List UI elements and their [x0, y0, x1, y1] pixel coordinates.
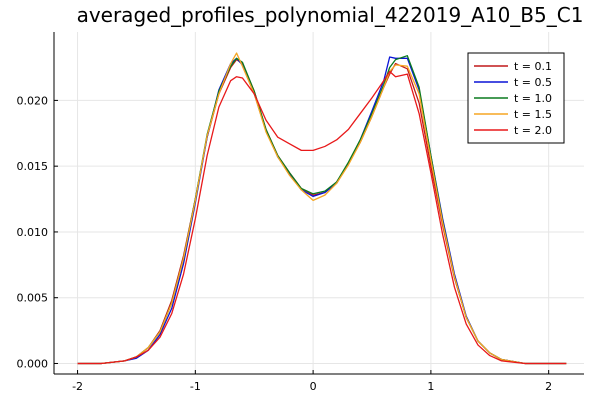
- x-tick-label: -2: [72, 380, 83, 393]
- y-tick-label: 0.015: [17, 160, 49, 173]
- legend-label: t = 1.5: [514, 108, 552, 121]
- series-lines: [77, 52, 567, 365]
- series-line-5: [77, 70, 567, 365]
- legend-label: t = 0.5: [514, 76, 552, 89]
- legend-label: t = 0.1: [514, 60, 552, 73]
- y-tick-label: 0.020: [17, 94, 49, 107]
- x-tick-label: 2: [545, 380, 552, 393]
- y-tick-label: 0.010: [17, 226, 49, 239]
- chart-title: averaged_profiles_polynomial_422019_A10_…: [77, 3, 584, 27]
- legend-label: t = 2.0: [514, 124, 552, 137]
- series-line-4: [77, 52, 567, 365]
- x-tick-label: 1: [427, 380, 434, 393]
- legend-label: t = 1.0: [514, 92, 552, 105]
- y-tick-label: 0.005: [17, 292, 49, 305]
- y-tick-label: 0.000: [17, 357, 49, 370]
- axes: -2 -1 0 1 2 0.000 0.005 0.010 0.015 0.020: [17, 32, 584, 393]
- x-tick-label: 0: [310, 380, 317, 393]
- legend: t = 0.1 t = 0.5 t = 1.0 t = 1.5 t = 2.0: [467, 52, 565, 144]
- x-tick-label: -1: [190, 380, 201, 393]
